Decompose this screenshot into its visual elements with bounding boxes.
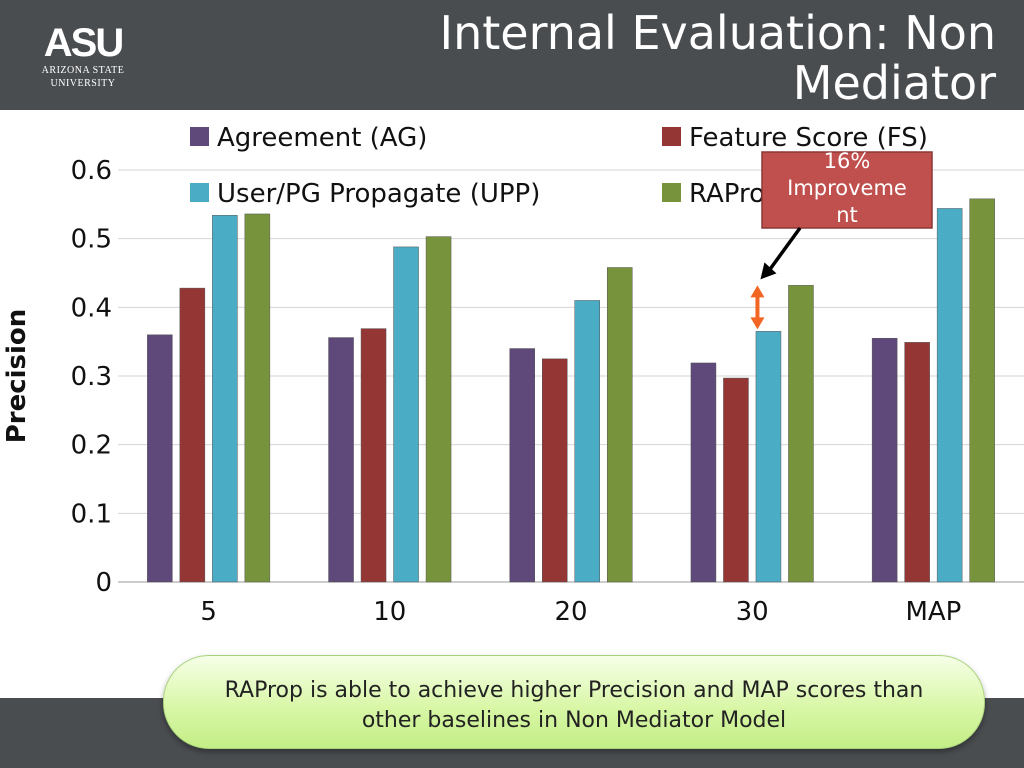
y-tick-label: 0.4 — [71, 293, 112, 323]
bar — [542, 358, 568, 583]
x-tick-label: 20 — [554, 597, 587, 627]
legend-swatch — [662, 183, 681, 202]
legend-label: Feature Score (FS) — [689, 123, 928, 153]
slide-header: ASU Arizona State University Internal Ev… — [0, 0, 1024, 110]
y-axis-label: Precision — [2, 309, 32, 444]
annotation-text-line: nt — [836, 203, 858, 227]
bar — [328, 337, 354, 583]
legend-label: Agreement (AG) — [217, 123, 427, 153]
asu-logo-mark: ASU — [43, 21, 124, 65]
bar — [360, 328, 387, 583]
x-tick-label: 30 — [736, 597, 769, 627]
bar — [574, 300, 600, 583]
bar — [904, 342, 930, 583]
conclusion-text: RAProp is able to achieve higher Precisi… — [224, 678, 924, 733]
bar — [212, 215, 238, 583]
asu-logo: ASU Arizona State University — [28, 22, 138, 98]
y-tick-label: 0.2 — [71, 431, 112, 461]
y-tick-label: 0 — [95, 568, 112, 598]
x-tick-label: MAP — [905, 597, 961, 627]
annotation-text: 16% Improveme nt — [787, 149, 907, 227]
x-tick-label: 10 — [373, 597, 406, 627]
legend-label: User/PG Propagate (UPP) — [217, 179, 540, 209]
bar — [788, 285, 814, 583]
legend-swatch — [190, 127, 209, 146]
bar — [936, 208, 963, 583]
bar — [755, 331, 782, 583]
bar — [723, 377, 749, 583]
improvement-arrow-head-up — [750, 285, 765, 298]
bar — [147, 334, 173, 583]
pointer-arrow-head — [760, 262, 777, 280]
annotation-text-line: Improveme — [787, 176, 907, 200]
bar — [690, 362, 717, 583]
bar — [393, 246, 419, 583]
bar — [969, 198, 995, 583]
pointer-arrow — [767, 226, 802, 273]
bar — [509, 348, 535, 583]
x-tick-label: 5 — [200, 597, 217, 627]
asu-logo-line1: Arizona State — [41, 65, 125, 76]
asu-logo-line2: University — [50, 78, 116, 89]
bar — [425, 236, 452, 583]
bar — [607, 267, 633, 583]
slide-title: Internal Evaluation: Non Mediator — [439, 6, 996, 110]
y-tick-label: 0.6 — [71, 156, 112, 186]
y-tick-label: 0.5 — [71, 225, 112, 255]
legend-swatch — [190, 183, 209, 202]
precision-bar-chart: 0 0.1 0.2 0.3 0.4 0.5 0.6 Precision 5 10 20 30 MAP Ag… — [2, 123, 1024, 627]
bar — [871, 337, 898, 583]
y-tick-label: 0.3 — [71, 362, 112, 392]
y-tick-label: 0.1 — [71, 499, 112, 529]
improvement-annotation: 16% Improveme nt — [761, 149, 933, 229]
annotation-box — [761, 151, 933, 229]
bar — [179, 287, 206, 583]
annotation-text-line: 16% — [824, 149, 871, 173]
legend-swatch — [662, 127, 681, 146]
bar — [244, 213, 271, 583]
improvement-arrow-head-down — [750, 317, 765, 330]
conclusion-callout: RAProp is able to achieve higher Precisi… — [163, 655, 985, 749]
